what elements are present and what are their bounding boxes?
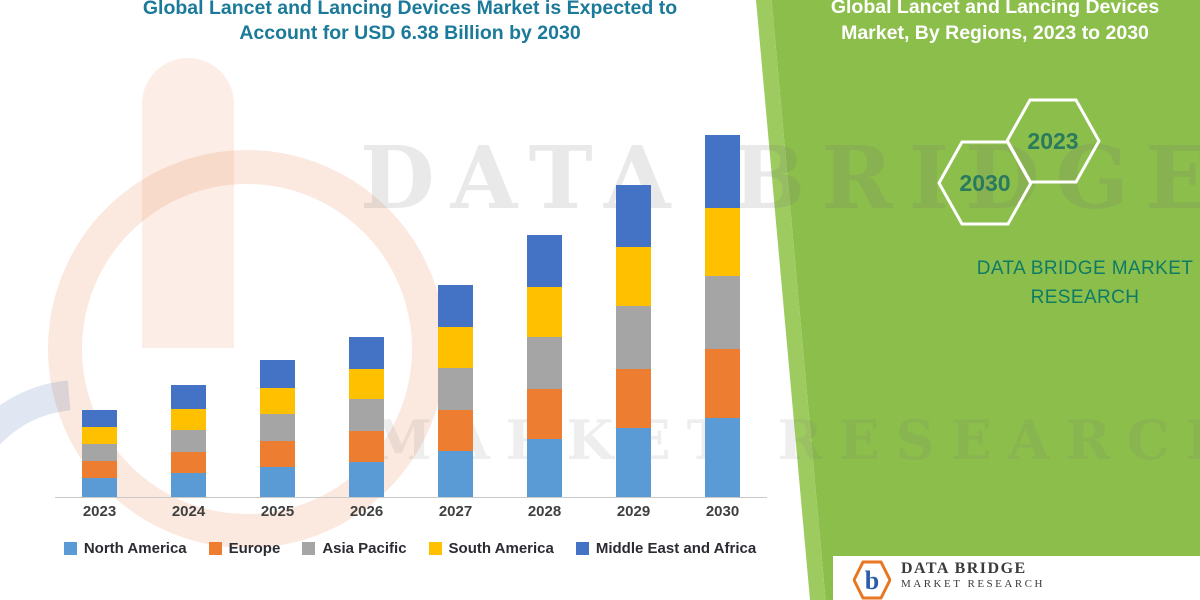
bar-2025 <box>260 359 295 497</box>
bar-2028-segment-asia-pacific <box>527 337 562 390</box>
side-panel-title-line1: Global Lancet and Lancing Devices <box>830 0 1160 18</box>
bar-2026-segment-north-america <box>349 461 384 497</box>
bar-2029-segment-asia-pacific <box>616 306 651 369</box>
x-axis-label-2028: 2028 <box>527 503 562 520</box>
bar-2024-segment-north-america <box>171 472 206 497</box>
side-panel-brand-line2: RESEARCH <box>1030 287 1140 308</box>
footer-brand-sub: MARKET RESEARCH <box>901 578 1045 590</box>
side-panel-title-line2: Market, By Regions, 2023 to 2030 <box>841 22 1149 44</box>
bar-2028-segment-north-america <box>527 439 562 497</box>
bar-2026-segment-middle-east-and-africa <box>349 337 384 369</box>
bar-2027 <box>438 284 473 497</box>
legend-swatch-middle-east-and-africa <box>575 542 589 555</box>
bar-2030-segment-asia-pacific <box>705 276 740 349</box>
bar-2030-segment-europe <box>705 348 740 418</box>
bar-2027-segment-europe <box>438 410 473 451</box>
bar-2025-segment-north-america <box>260 466 295 497</box>
bar-2023-segment-middle-east-and-africa <box>82 410 117 428</box>
legend-item-europe: Europe <box>208 540 281 557</box>
legend-label-south-america: South America <box>448 540 554 557</box>
chart-title-line1: Global Lancet and Lancing Devices Market… <box>142 0 678 19</box>
bar-2027-segment-north-america <box>438 450 473 497</box>
hexagon-2023-label: 2023 <box>1027 128 1078 154</box>
x-axis-label-2024: 2024 <box>171 503 206 520</box>
bar-2026-segment-europe <box>349 431 384 462</box>
x-axis-labels: 2023 2024 2025 2026 2027 2028 2029 2030 <box>55 503 767 520</box>
hexagon-2023: 2023 <box>1005 98 1101 184</box>
bar-2023 <box>82 410 117 497</box>
legend-swatch-north-america <box>63 542 77 555</box>
bar-2027-segment-middle-east-and-africa <box>438 284 473 328</box>
bar-2029-segment-middle-east-and-africa <box>616 184 651 247</box>
x-axis-label-2025: 2025 <box>260 503 295 520</box>
bar-2025-segment-middle-east-and-africa <box>260 359 295 388</box>
chart-legend: North America Europe Asia Pacific South Ame… <box>40 540 780 557</box>
legend-label-north-america: North America <box>83 540 187 557</box>
chart-title: Global Lancet and Lancing Devices Market… <box>60 0 760 46</box>
bar-2030 <box>705 135 740 497</box>
bar-2029 <box>616 184 651 497</box>
bar-2030-segment-north-america <box>705 417 740 497</box>
bar-2025-segment-asia-pacific <box>260 413 295 441</box>
bar-2023-segment-north-america <box>82 477 117 497</box>
x-axis-label-2027: 2027 <box>438 503 473 520</box>
footer-logo-text: DATA BRIDGE MARKET RESEARCH <box>901 560 1045 590</box>
bar-2024 <box>171 385 206 497</box>
hexagon-2030-label: 2030 <box>959 170 1010 196</box>
bar-2028 <box>527 234 562 497</box>
x-axis-label-2026: 2026 <box>349 503 384 520</box>
bar-2029-segment-north-america <box>616 428 651 497</box>
bars-area <box>55 135 767 498</box>
legend-label-asia-pacific: Asia Pacific <box>322 540 407 557</box>
bar-2028-segment-middle-east-and-africa <box>527 234 562 288</box>
legend-swatch-south-america <box>428 542 442 555</box>
x-axis-label-2029: 2029 <box>616 503 651 520</box>
bar-2024-segment-middle-east-and-africa <box>171 385 206 409</box>
bar-2028-segment-south-america <box>527 287 562 338</box>
bar-2024-segment-asia-pacific <box>171 429 206 452</box>
legend-item-south-america: South America <box>428 540 554 557</box>
bar-2028-segment-europe <box>527 389 562 440</box>
legend-label-middle-east-and-africa: Middle East and Africa <box>595 540 757 557</box>
bar-2030-segment-south-america <box>705 207 740 277</box>
bar-2029-segment-south-america <box>616 246 651 307</box>
bar-2024-segment-europe <box>171 451 206 473</box>
footer-brand-name: DATA BRIDGE <box>901 560 1027 577</box>
bar-2026-segment-south-america <box>349 368 384 400</box>
bar-2026-segment-asia-pacific <box>349 399 384 432</box>
x-axis-label-2030: 2030 <box>705 503 740 520</box>
bar-2023-segment-south-america <box>82 427 117 444</box>
chart-title-line2: Account for USD 6.38 Billion by 2030 <box>239 22 581 44</box>
x-axis-label-2023: 2023 <box>82 503 117 520</box>
bar-2027-segment-south-america <box>438 327 473 368</box>
data-bridge-logo-icon: b <box>853 560 891 600</box>
bar-2023-segment-europe <box>82 461 117 478</box>
bar-2025-segment-south-america <box>260 387 295 414</box>
legend-item-asia-pacific: Asia Pacific <box>302 540 407 557</box>
side-panel-brand-line1: DATA BRIDGE MARKET <box>976 258 1194 279</box>
bar-2030-segment-middle-east-and-africa <box>705 135 740 208</box>
side-panel-brand: DATA BRIDGE MARKET RESEARCH <box>975 254 1195 312</box>
bar-2027-segment-asia-pacific <box>438 367 473 411</box>
legend-label-europe: Europe <box>228 540 281 557</box>
side-panel-title: Global Lancet and Lancing Devices Market… <box>800 0 1190 46</box>
bar-2029-segment-europe <box>616 368 651 429</box>
bar-2025-segment-europe <box>260 440 295 467</box>
legend-swatch-europe <box>208 542 222 555</box>
logo-letter-b: b <box>865 566 879 595</box>
bar-2026 <box>349 337 384 497</box>
legend-item-north-america: North America <box>63 540 187 557</box>
footer-logo-block: b DATA BRIDGE MARKET RESEARCH <box>833 556 1200 600</box>
legend-swatch-asia-pacific <box>302 542 316 555</box>
hexagon-2023-outline <box>1005 98 1101 184</box>
legend-item-middle-east-and-africa: Middle East and Africa <box>575 540 757 557</box>
bar-2023-segment-asia-pacific <box>82 443 117 462</box>
bar-2024-segment-south-america <box>171 408 206 430</box>
